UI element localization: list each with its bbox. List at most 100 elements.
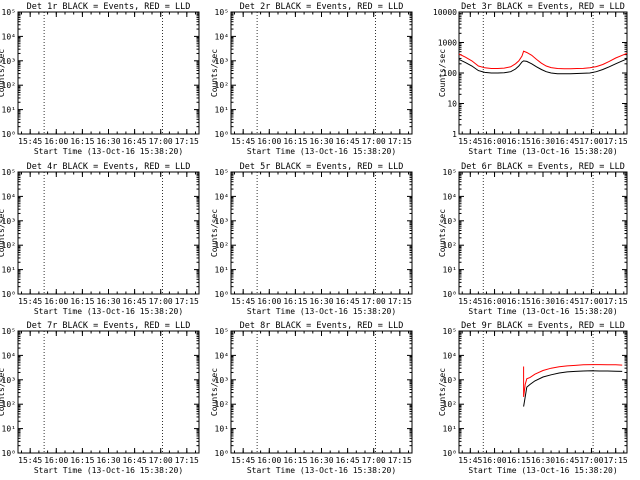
x-tick-label: 16:00 [482,297,506,306]
panel-title: Det 4r BLACK = Events, RED = LLD [27,162,191,172]
x-tick-label: 15:45 [18,297,42,306]
x-tick-label: 17:00 [579,137,603,146]
y-tick-label: 10000 [433,8,457,17]
x-tick-label: 16:00 [44,297,68,306]
x-tick-label: 16:15 [507,297,531,306]
y-tick-label: 10² [215,81,229,90]
y-tick-label: 10² [443,241,457,250]
x-axis-label: Start Time (13-Oct-16 15:38:20) [34,147,183,156]
panel-title: Det 9r BLACK = Events, RED = LLD [461,321,625,331]
x-tick-label: 16:30 [96,297,120,306]
y-tick-label: 10⁵ [2,168,16,177]
y-tick-label: 10⁵ [443,168,457,177]
x-tick-label: 16:30 [309,297,333,306]
panel-3: Det 3r BLACK = Events, RED = LLD 1 10 100 10… [433,2,628,156]
x-tick-label: 15:45 [18,456,42,465]
y-tick-label: 10⁵ [215,168,229,177]
x-tick-label: 17:15 [175,297,199,306]
x-tick-label: 16:30 [531,297,555,306]
x-tick-label: 16:45 [555,297,579,306]
x-tick-label: 15:45 [231,297,255,306]
y-axis-label: Counts/sec [438,368,447,416]
x-tick-label: 16:30 [309,137,333,146]
x-tick-label: 16:15 [70,297,94,306]
y-tick-label: 10⁵ [215,327,229,336]
x-tick-label: 16:15 [507,456,531,465]
x-tick-label: 16:45 [123,137,147,146]
x-tick-label: 17:15 [388,137,412,146]
x-tick-label: 17:00 [362,297,386,306]
x-axis-label: Start Time (13-Oct-16 15:38:20) [468,147,617,156]
x-tick-label: 17:15 [175,456,199,465]
x-axis-label: Start Time (13-Oct-16 15:38:20) [247,307,396,316]
panel-title: Det 8r BLACK = Events, RED = LLD [240,321,404,331]
y-tick-label: 10⁴ [2,32,16,41]
y-tick-label: 10³ [215,57,229,66]
plot-frame [17,11,200,135]
panel-9: Det 9r BLACK = Events, RED = LLD 10⁰ 10¹ 10… [438,321,628,475]
x-tick-label: 16:15 [507,137,531,146]
x-tick-label: 15:45 [231,137,255,146]
y-tick-label: 10⁴ [215,192,229,201]
lld-rate-line [523,364,623,397]
y-tick-label: 1 [452,130,457,139]
x-tick-label: 16:00 [257,297,281,306]
x-tick-label: 16:45 [123,297,147,306]
panel-title: Det 5r BLACK = Events, RED = LLD [240,162,404,172]
x-tick-label: 16:45 [555,137,579,146]
y-tick-label: 10¹ [2,425,16,434]
y-axis-label: Counts/sec [438,209,447,257]
y-tick-label: 10⁵ [2,8,16,17]
x-tick-label: 16:30 [531,456,555,465]
panel-title: Det 7r BLACK = Events, RED = LLD [27,321,191,331]
panel-8: Det 8r BLACK = Events, RED = LLD 10⁰ 10¹ 10… [210,321,413,475]
y-axis-label: Counts/sec [210,49,219,97]
x-axis-label: Start Time (13-Oct-16 15:38:20) [247,466,396,475]
event-rate-line [523,370,623,407]
y-axis-label: Counts/sec [210,209,219,257]
y-tick-label: 10³ [443,376,457,385]
y-tick-label: 10³ [443,217,457,226]
panel-1: Det 1r BLACK = Events, RED = LLD 10⁰ 10¹ 10… [0,2,200,156]
x-tick-label: 16:45 [336,297,360,306]
y-tick-label: 10³ [215,217,229,226]
x-tick-label: 16:15 [283,297,307,306]
x-tick-label: 15:45 [231,456,255,465]
x-tick-label: 16:00 [257,456,281,465]
y-tick-label: 10⁰ [2,130,16,139]
x-tick-label: 16:45 [123,456,147,465]
y-tick-label: 10⁰ [215,449,229,458]
x-tick-label: 17:15 [388,456,412,465]
y-tick-label: 10² [2,241,16,250]
lld-rate-line [458,50,628,70]
x-axis-label: Start Time (13-Oct-16 15:38:20) [34,307,183,316]
x-tick-label: 16:00 [44,456,68,465]
x-tick-label: 16:00 [482,456,506,465]
y-tick-label: 10² [443,400,457,409]
x-axis-label: Start Time (13-Oct-16 15:38:20) [468,307,617,316]
y-tick-label: 10⁵ [2,327,16,336]
x-tick-label: 16:30 [96,137,120,146]
x-tick-label: 16:00 [257,137,281,146]
plot-frame [458,330,628,454]
plot-frame [458,171,628,295]
y-tick-label: 10¹ [443,266,457,275]
panel-title: Det 1r BLACK = Events, RED = LLD [27,2,191,12]
y-tick-label: 10⁰ [2,449,16,458]
x-tick-label: 16:15 [70,456,94,465]
panel-title: Det 2r BLACK = Events, RED = LLD [240,2,404,12]
x-tick-label: 17:00 [149,137,173,146]
y-tick-label: 10¹ [443,425,457,434]
y-tick-label: 10¹ [2,106,16,115]
x-tick-label: 16:00 [44,137,68,146]
x-tick-label: 15:45 [458,137,482,146]
y-tick-label: 10³ [2,217,16,226]
x-tick-label: 15:45 [18,137,42,146]
y-tick-label: 10⁴ [215,351,229,360]
x-tick-label: 17:00 [149,297,173,306]
x-tick-label: 17:15 [604,297,628,306]
y-tick-label: 10² [2,81,16,90]
y-tick-label: 10³ [2,57,16,66]
x-tick-label: 16:45 [336,456,360,465]
